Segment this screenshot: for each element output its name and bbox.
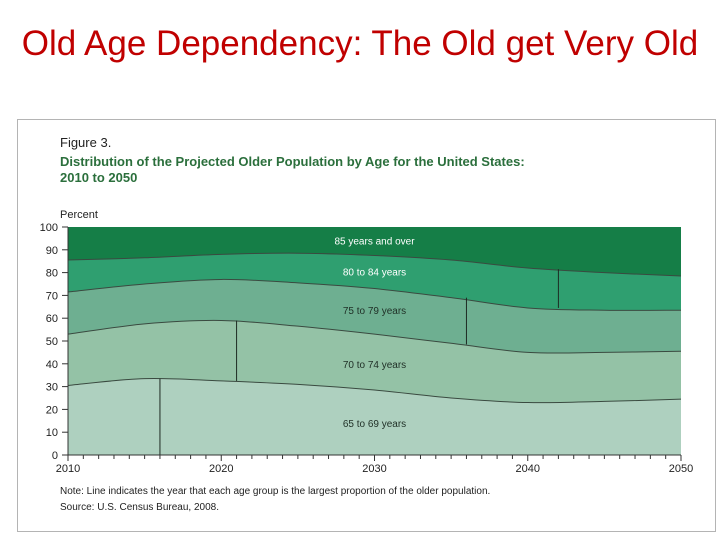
y-tick-label: 30 <box>46 382 58 394</box>
band-80-84-label: 80 to 84 years <box>343 267 406 278</box>
boundary-lines <box>67 252 682 404</box>
y-tick-label: 100 <box>40 222 58 234</box>
y-tick-label: 40 <box>46 359 58 371</box>
peak-markers <box>159 269 559 455</box>
x-tick-label: 2020 <box>209 463 233 475</box>
x-tick-label: 2030 <box>362 463 386 475</box>
y-tick-label: 10 <box>46 427 58 439</box>
band-80-84 <box>68 253 681 311</box>
band-70-74-label: 70 to 74 years <box>343 360 406 371</box>
y-tick-label: 70 <box>46 290 58 302</box>
figure-title-line2: 2010 to 2050 <box>60 170 138 185</box>
slide-title: Old Age Dependency: The Old get Very Old <box>21 24 699 63</box>
figure-title-line1: Distribution of the Projected Older Popu… <box>60 154 525 169</box>
y-tick-label: 0 <box>52 450 58 462</box>
x-tick-label: 2040 <box>516 463 540 475</box>
band-65-69 <box>68 378 681 455</box>
x-tick-label: 2010 <box>56 463 80 475</box>
y-tick-label: 20 <box>46 404 58 416</box>
figure-panel: Figure 3. Distribution of the Projected … <box>17 119 716 532</box>
x-tick-label: 2050 <box>669 463 693 475</box>
y-tick-label: 80 <box>46 268 58 280</box>
area-bands <box>68 227 681 455</box>
figure-title: Distribution of the Projected Older Popu… <box>60 154 700 186</box>
boundary-line-1 <box>67 377 682 404</box>
y-tick-label: 90 <box>46 245 58 257</box>
figure-source: Source: U.S. Census Bureau, 2008. <box>60 502 219 513</box>
band-75-79-label: 75 to 79 years <box>343 306 406 317</box>
band-85-plus-label: 85 years and over <box>334 237 415 248</box>
boundary-line-2 <box>67 319 682 354</box>
boundary-line-4 <box>67 252 682 277</box>
stacked-area-chart: 65 to 69 years 70 to 74 years 75 to 79 yea… <box>40 209 694 475</box>
band-labels: 65 to 69 years 70 to 74 years 75 to 79 yea… <box>334 237 415 430</box>
y-axis-label: Percent <box>60 209 98 221</box>
figure-label: Figure 3. <box>60 135 112 150</box>
y-tick-label: 50 <box>46 336 58 348</box>
boundary-line-3 <box>67 278 682 311</box>
y-tick-label: 60 <box>46 313 58 325</box>
band-85-plus <box>68 227 681 277</box>
band-75-79 <box>68 279 681 354</box>
band-70-74 <box>68 320 681 403</box>
band-65-69-label: 65 to 69 years <box>343 419 406 430</box>
figure-note: Note: Line indicates the year that each … <box>60 486 491 497</box>
